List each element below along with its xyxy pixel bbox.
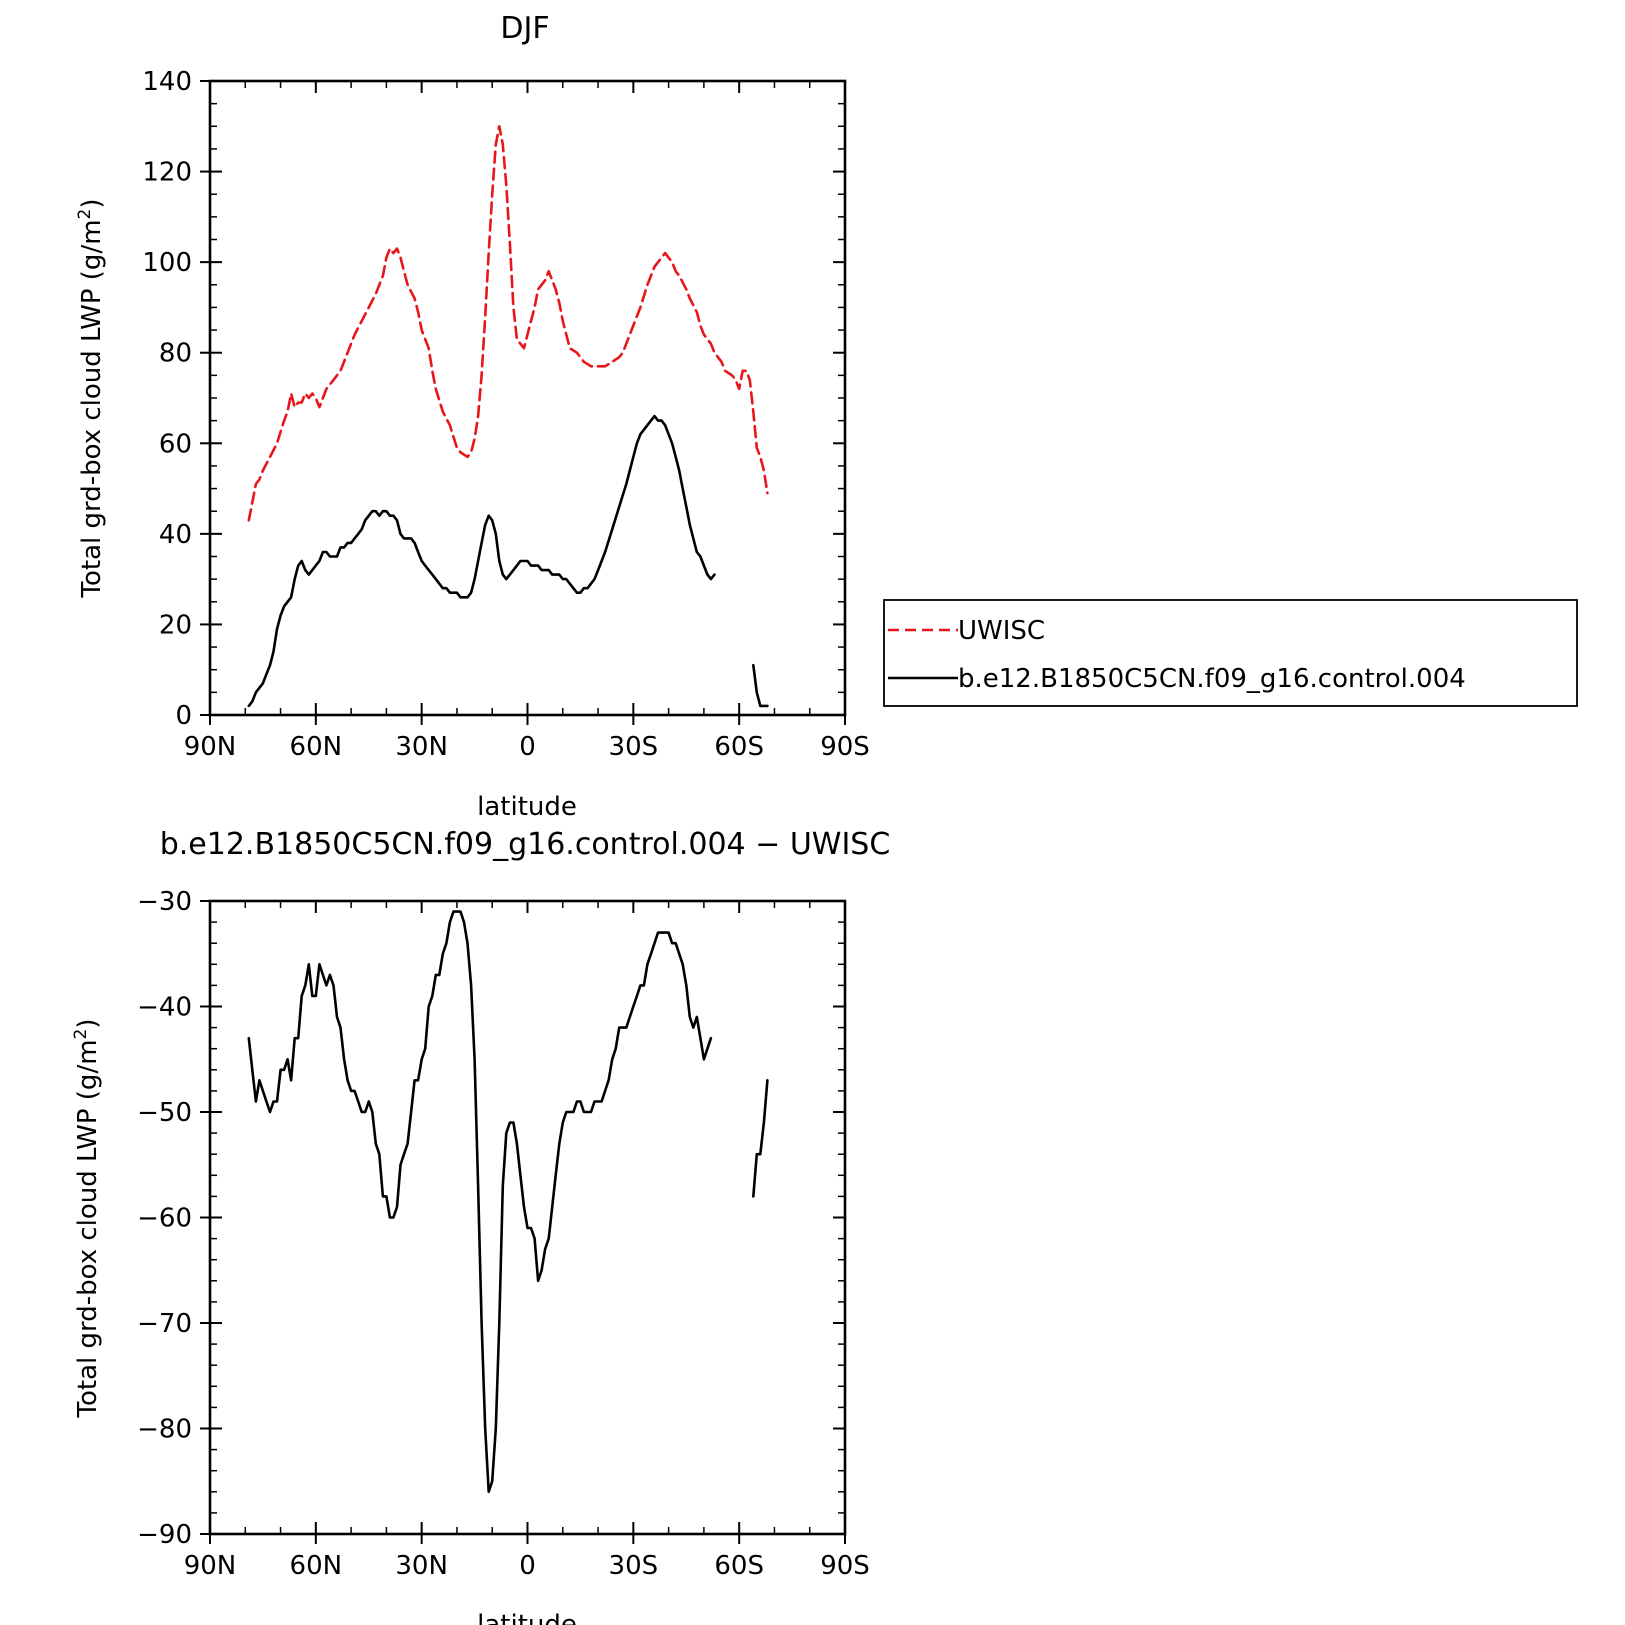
bottom-axes-frame bbox=[208, 899, 847, 1536]
top-y-axis-label: Total grd-box cloud LWP (g/m2) bbox=[75, 198, 107, 598]
bottom-x-tick-label: 90S bbox=[820, 1551, 870, 1581]
bottom-x-tick-label: 0 bbox=[519, 1551, 536, 1581]
top-series-control-line-segment-1 bbox=[752, 663, 769, 708]
top-series-control-line-segment-0 bbox=[247, 414, 716, 708]
top-x-tick-label: 90S bbox=[820, 732, 870, 762]
top-x-tick-label: 60N bbox=[290, 732, 343, 762]
top-x-tick-label: 30S bbox=[609, 732, 659, 762]
top-y-tick-label: 40 bbox=[159, 520, 192, 550]
bottom-y-tick-label: −60 bbox=[137, 1204, 192, 1234]
top-y-axis-label-sup: 2 bbox=[75, 209, 95, 220]
top-ticks bbox=[200, 80, 846, 725]
top-tick-labels: 90N 60N 30N 0 30S 60S 90S 0 20 40 60 80 100 120 140 bbox=[142, 67, 869, 762]
top-x-tick-label: 60S bbox=[714, 732, 764, 762]
bottom-panel: b.e12.B1850C5CN.f09_g16.control.004 − UW… bbox=[71, 827, 890, 1625]
top-y-tick-label: 80 bbox=[159, 339, 192, 369]
top-y-tick-label: 0 bbox=[175, 701, 192, 731]
top-x-tick-label: 0 bbox=[519, 732, 536, 762]
bottom-series-lines bbox=[247, 910, 769, 1494]
top-y-tick-label: 120 bbox=[142, 158, 192, 188]
bottom-tick-labels: 90N 60N 30N 0 30S 60S 90S −90 −80 −70 −60 −50 −40 −30 bbox=[137, 887, 870, 1581]
bottom-x-tick-label: 90N bbox=[184, 1551, 237, 1581]
bottom-y-tick-label: −30 bbox=[137, 887, 192, 917]
bottom-plot-title: b.e12.B1850C5CN.f09_g16.control.004 − UW… bbox=[160, 827, 891, 862]
bottom-y-axis-label: Total grd-box cloud LWP (g/m2) bbox=[71, 1018, 103, 1418]
bottom-y-tick-label: −40 bbox=[137, 993, 192, 1023]
top-series-uwisc-line-segment-0 bbox=[247, 125, 769, 522]
top-axes-frame bbox=[208, 79, 847, 717]
bottom-y-axis-label-tail: ) bbox=[73, 1018, 103, 1028]
bottom-y-axis-label-sup: 2 bbox=[71, 1029, 91, 1040]
top-plot-title: DJF bbox=[500, 11, 549, 46]
top-y-tick-label: 100 bbox=[142, 248, 192, 278]
bottom-x-tick-label: 30S bbox=[609, 1551, 659, 1581]
top-legend: UWISC b.e12.B1850C5CN.f09_g16.control.00… bbox=[883, 599, 1578, 707]
legend-label-control: b.e12.B1850C5CN.f09_g16.control.004 bbox=[958, 664, 1466, 694]
legend-box bbox=[883, 599, 1578, 707]
bottom-y-tick-label: −80 bbox=[137, 1415, 192, 1445]
top-y-axis-label-tail: ) bbox=[77, 198, 107, 208]
bottom-y-tick-label: −50 bbox=[137, 1098, 192, 1128]
bottom-series-control-line-segment-0 bbox=[247, 910, 713, 1494]
bottom-x-tick-label: 60S bbox=[714, 1551, 764, 1581]
top-y-tick-label: 20 bbox=[159, 610, 192, 640]
bottom-y-tick-label: −90 bbox=[137, 1520, 192, 1550]
bottom-y-tick-label: −70 bbox=[137, 1309, 192, 1339]
bottom-ticks bbox=[200, 900, 846, 1544]
top-panel: DJF 90N 60N 30N 0 30S 60S 90S 0 20 40 60 80 100 120 14… bbox=[75, 11, 1578, 822]
top-y-axis-label-main: Total grd-box cloud LWP (g/m bbox=[77, 219, 107, 598]
bottom-x-tick-label: 30N bbox=[395, 1551, 448, 1581]
top-x-tick-label: 90N bbox=[184, 732, 237, 762]
top-x-axis-label: latitude bbox=[477, 792, 577, 822]
bottom-series-control-line-segment-1 bbox=[752, 1079, 769, 1198]
bottom-x-tick-label: 60N bbox=[290, 1551, 343, 1581]
bottom-y-axis-label-main: Total grd-box cloud LWP (g/m bbox=[73, 1039, 103, 1418]
top-y-tick-label: 60 bbox=[159, 429, 192, 459]
top-series-lines bbox=[247, 125, 769, 708]
top-x-tick-label: 30N bbox=[395, 732, 448, 762]
top-y-tick-label: 140 bbox=[142, 67, 192, 97]
bottom-x-axis-label: latitude bbox=[477, 1610, 577, 1625]
legend-label-uwisc: UWISC bbox=[958, 616, 1045, 646]
